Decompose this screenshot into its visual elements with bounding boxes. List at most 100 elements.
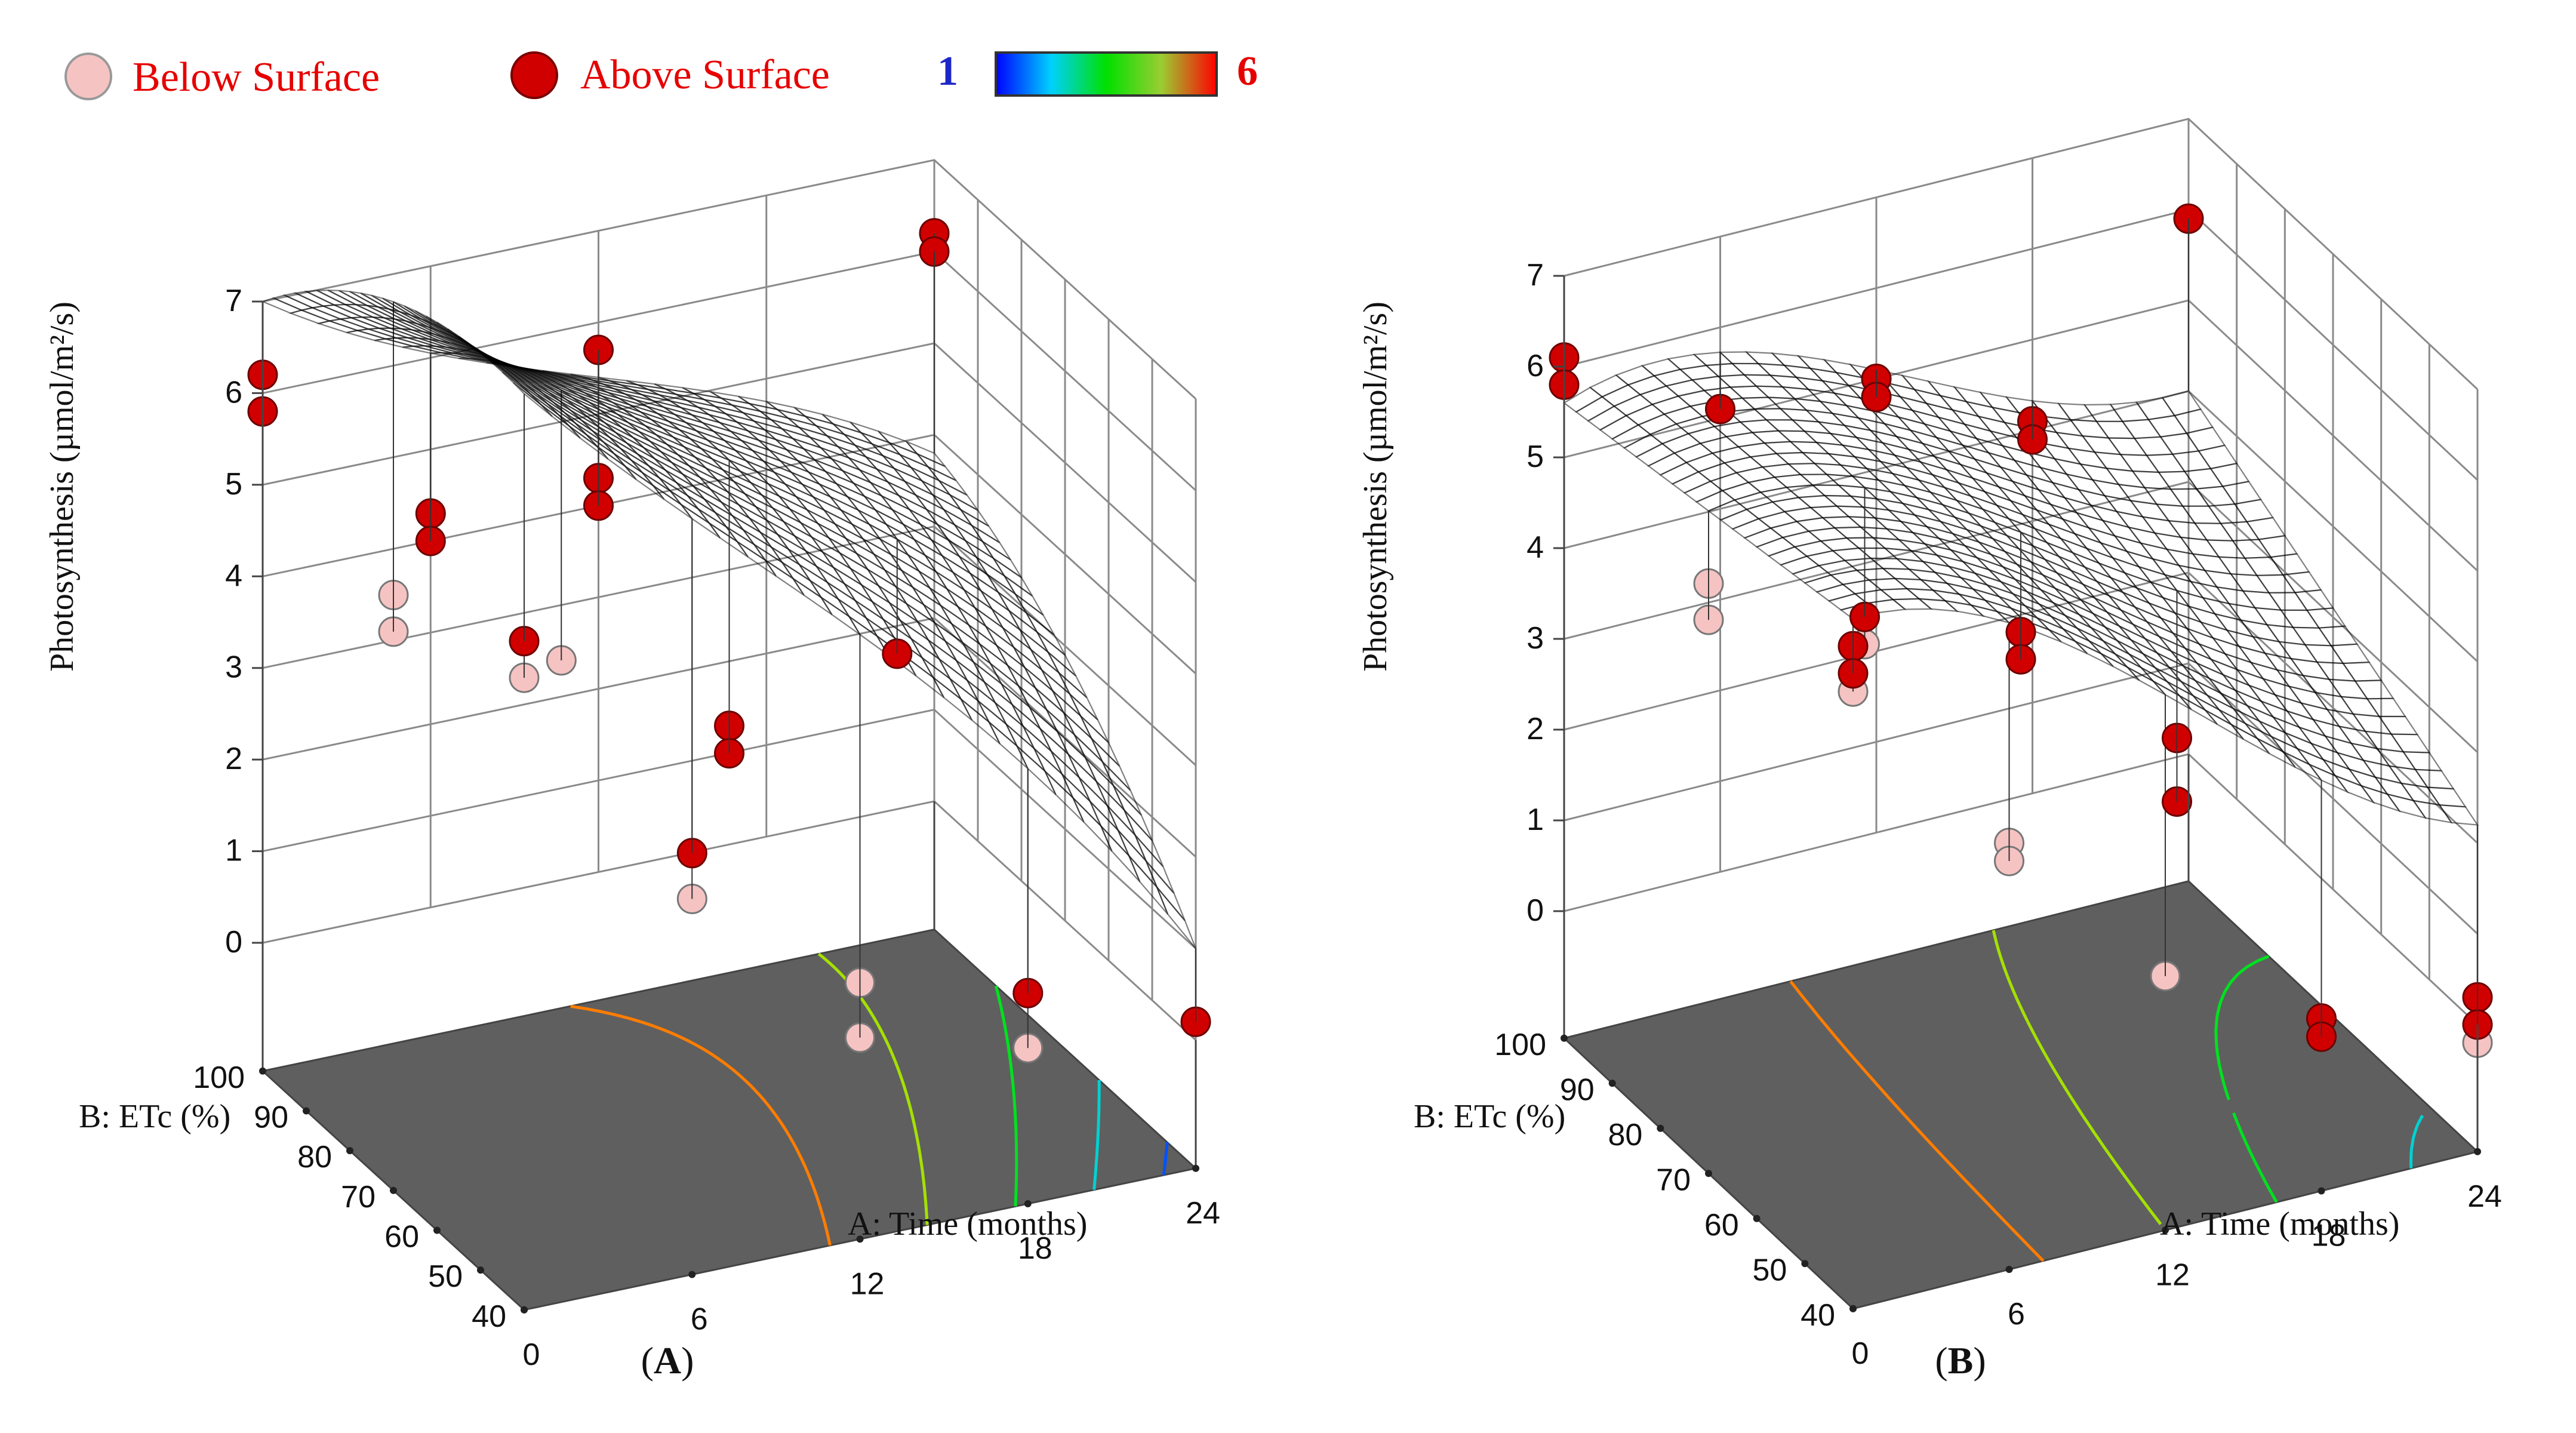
x-tick-label: 24	[2467, 1179, 2502, 1214]
surface-cell	[1900, 374, 1943, 397]
surface-cell	[681, 504, 721, 539]
surface-cell	[1830, 412, 1873, 432]
surface-cell	[1952, 386, 1995, 409]
y-tick-mark	[521, 1306, 528, 1314]
surface-cell	[2386, 793, 2427, 819]
x-tick-labels: 0 6 12 18 24	[523, 1196, 1220, 1372]
z-tick-label: 2	[1526, 712, 1544, 746]
surface-cell	[1924, 402, 1966, 426]
surface-cell	[2075, 511, 2117, 537]
surface-cell	[2086, 526, 2129, 553]
surface-cell	[1965, 400, 2006, 424]
surface-cell	[1885, 528, 1927, 545]
y-tick-label: 40	[472, 1299, 506, 1334]
surface-cell	[2039, 466, 2081, 491]
surface-cell	[1902, 484, 1945, 506]
above-surface-points	[1549, 203, 2493, 1052]
y-tick-labels: 40 50 60 70 80 90 100	[1494, 1028, 1835, 1333]
y-tick-mark	[1801, 1260, 1809, 1268]
z-tick-label: 4	[1526, 530, 1544, 565]
y-tick-label: 100	[1494, 1028, 1546, 1062]
y-tick-label: 90	[1560, 1072, 1595, 1107]
y-tick-mark	[346, 1147, 353, 1155]
y-tick-label: 60	[1704, 1208, 1739, 1243]
surface-cell	[1641, 358, 1682, 377]
surface-cell	[323, 304, 363, 319]
surface-cell	[1936, 416, 1978, 440]
surface-cell	[1747, 476, 1789, 493]
x-tick-label: 12	[850, 1266, 885, 1301]
surface-cell	[1850, 475, 1893, 493]
surface-cell	[1943, 599, 1986, 617]
surface-cell	[2285, 709, 2327, 737]
x-tick-label: 24	[1186, 1196, 1220, 1231]
below-surface-label: Below Surface	[133, 54, 380, 100]
surface-cell	[852, 482, 893, 511]
y-axis-title: B: ETc (%)	[1414, 1098, 1565, 1135]
z-axis-title: Photosynthesis (µmol/m²/s)	[44, 302, 81, 672]
surface-cell	[1900, 502, 1943, 523]
surface-cell	[2261, 677, 2303, 705]
surface-cell	[2225, 629, 2267, 654]
surface-cell	[1781, 530, 1823, 548]
surface-cell	[1934, 436, 1977, 460]
surface-cell	[2173, 408, 2214, 434]
z-tick-label: 5	[225, 467, 242, 502]
surface-cell	[1818, 400, 1861, 419]
surface-cell	[887, 481, 927, 511]
z-tick-label: 3	[225, 650, 242, 685]
surface-cell	[1974, 437, 2017, 462]
z-tick-labels: 0 1 2 3 4 5 6 7	[225, 284, 242, 960]
surface-cell	[1866, 448, 1909, 469]
surface-cell	[2297, 725, 2340, 754]
z-tick-label: 7	[225, 284, 242, 318]
surface-cell	[1820, 380, 1863, 399]
contour-line	[1162, 1142, 1169, 1176]
surface-cell	[1783, 506, 1824, 522]
surface-cell	[876, 468, 916, 496]
surface-cell	[2089, 504, 2131, 528]
above-surface-label: Above Surface	[580, 52, 830, 98]
surface-cell	[808, 471, 848, 497]
x-tick-mark	[856, 1235, 864, 1243]
surface-cell	[1910, 531, 1953, 552]
surface-cell	[2185, 426, 2226, 452]
axes	[252, 300, 1199, 1314]
surface-cell	[1909, 549, 1952, 568]
z-axis-title: Photosynthesis (µmol/m²/s)	[1357, 302, 1394, 672]
surface-cell	[1894, 435, 1937, 458]
x-tick-label: 18	[1018, 1231, 1052, 1266]
surface-cell	[1896, 416, 1939, 439]
surface-cell	[2152, 680, 2192, 711]
surface-cell	[513, 382, 553, 417]
x-tick-label: 12	[2155, 1257, 2190, 1292]
surface-cell	[1757, 511, 1799, 529]
surface-cell	[790, 471, 831, 498]
surface-cell	[2177, 564, 2219, 588]
x-axis-title: A: Time (months)	[848, 1206, 1087, 1243]
surface-cell	[1808, 367, 1851, 386]
surface-cell	[2149, 580, 2191, 608]
surface-cell	[1904, 466, 1947, 489]
y-tick-mark	[1657, 1124, 1664, 1132]
contour-lines	[1789, 930, 2424, 1262]
surface-cell	[1977, 415, 2018, 439]
y-tick-label: 50	[428, 1259, 463, 1294]
x-tick-mark	[2005, 1266, 2013, 1274]
surface-cell	[1888, 490, 1931, 511]
axes	[1553, 275, 2481, 1312]
surface-cell	[2175, 589, 2217, 616]
surface-cell	[2052, 457, 2094, 481]
surface-cell	[803, 448, 844, 472]
z-tick-label: 0	[1526, 893, 1544, 928]
y-tick-mark	[1753, 1214, 1761, 1222]
surface-cell	[1805, 550, 1846, 567]
surface-cell	[792, 438, 833, 460]
surface-cell	[1919, 579, 1962, 595]
surface-cell	[797, 460, 837, 485]
surface-cell	[1829, 569, 1871, 585]
y-tick-labels: 40 50 60 70 80 90 100	[193, 1060, 506, 1334]
y-tick-label: 50	[1752, 1253, 1787, 1287]
surface-cell	[368, 327, 408, 339]
surface-cell	[1886, 382, 1929, 405]
